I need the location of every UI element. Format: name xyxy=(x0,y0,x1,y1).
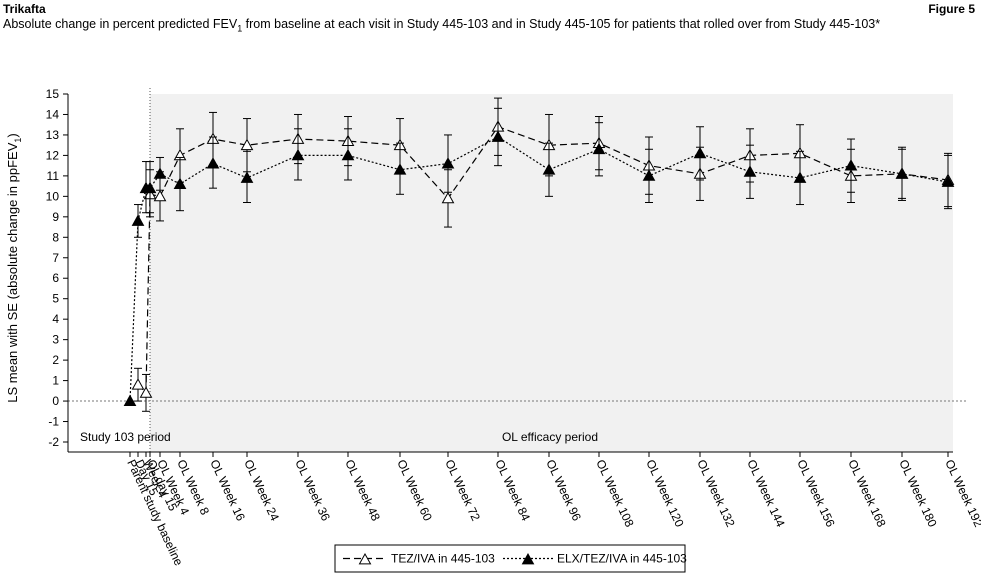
x-tick-label: OL Week 180 xyxy=(896,457,940,529)
figure-subtitle: Absolute change in percent predicted FEV… xyxy=(3,17,880,34)
elx-tez-iva-series-point xyxy=(206,157,220,169)
elx-tez-iva-series-point xyxy=(743,165,757,177)
elx-tez-iva-series-point xyxy=(844,159,858,171)
y-tick-label: 15 xyxy=(46,87,60,101)
legend-label-tez-iva: TEZ/IVA in 445-103 xyxy=(391,552,495,566)
x-tick-label: OL Week 72 xyxy=(442,457,483,523)
y-tick-label: 14 xyxy=(46,107,60,121)
elx-tez-iva-series-point xyxy=(173,177,187,189)
y-tick-label: 6 xyxy=(52,271,59,285)
tez-iva-series-point xyxy=(139,386,153,398)
elx-tez-iva-series-point xyxy=(693,146,707,159)
elx-tez-iva-series-point xyxy=(143,181,157,194)
elx-tez-iva-series-point xyxy=(895,167,909,179)
x-tick-label: OL Week 60 xyxy=(394,457,435,523)
legend-box xyxy=(334,544,686,573)
x-tick-label: OL Week 24 xyxy=(241,457,282,523)
ol-efficacy-period-label: OL efficacy period xyxy=(502,430,598,444)
tez-iva-series-point xyxy=(131,378,145,390)
y-tick-label: 2 xyxy=(52,353,59,367)
x-tick-label: OL Week 108 xyxy=(593,457,637,529)
y-tick-label: 13 xyxy=(46,128,60,142)
elx-tez-iva-series-point xyxy=(131,214,145,226)
elx-tez-iva-series-point xyxy=(542,163,556,175)
y-tick-label: 7 xyxy=(52,251,59,265)
tez-iva-series-point xyxy=(153,189,167,202)
y-tick-label: 3 xyxy=(52,333,59,347)
y-tick-label: 5 xyxy=(52,292,59,306)
elx-tez-iva-series-point xyxy=(123,394,137,406)
y-tick-label: 8 xyxy=(52,230,59,244)
elx-tez-iva-series-point xyxy=(592,142,606,155)
elx-tez-iva-series-line xyxy=(129,136,949,402)
elx-tez-iva-series-point xyxy=(153,167,167,179)
elx-tez-iva-series-point xyxy=(441,157,455,169)
elx-tez-iva-series-point xyxy=(341,148,355,161)
y-tick-label: -1 xyxy=(48,415,59,429)
figure-number: Figure 5 xyxy=(928,2,975,16)
tez-iva-series-point xyxy=(441,191,455,204)
study-103-period-label: Study 103 period xyxy=(80,430,171,444)
tez-iva-series-point xyxy=(240,138,254,151)
x-tick-label: OL Week 36 xyxy=(292,457,333,523)
elx-tez-iva-series-point xyxy=(941,175,955,187)
x-tick-label: OL Week 144 xyxy=(744,457,788,529)
elx-tez-iva-series-point xyxy=(793,171,807,183)
y-tick-label: 11 xyxy=(47,169,60,183)
subtitle-subscript: 1 xyxy=(237,23,243,34)
x-tick-label: OL Week 48 xyxy=(342,457,383,523)
legend-marker-elx-tez-iva xyxy=(521,552,535,565)
x-tick-label: OL Week 16 xyxy=(207,457,248,523)
x-tick-label: OL Week 192 xyxy=(942,457,981,529)
elx-tez-iva-series-point xyxy=(491,130,505,142)
y-tick-label: -2 xyxy=(48,435,59,449)
y-tick-label: 1 xyxy=(52,374,59,388)
x-tick-label: OL Week 120 xyxy=(643,457,687,529)
x-tick-label: OL Week 96 xyxy=(543,457,584,523)
y-tick-label: 9 xyxy=(52,210,59,224)
figure-title: Trikafta xyxy=(3,2,46,16)
legend-marker-tez-iva xyxy=(358,552,372,565)
ol-period-shading xyxy=(150,94,953,452)
y-tick-label: 0 xyxy=(52,394,59,408)
elx-tez-iva-series-point xyxy=(393,163,407,175)
y-tick-label: 4 xyxy=(52,312,59,326)
legend-label-elx-tez-iva: ELX/TEZ/IVA in 445-103 xyxy=(557,552,687,566)
elx-tez-iva-series-point xyxy=(240,171,254,183)
subtitle-text-pre: Absolute change in percent predicted FEV xyxy=(3,17,238,31)
x-tick-label: OL Week 132 xyxy=(694,457,738,529)
x-tick-label: OL Week 84 xyxy=(492,457,533,523)
elx-tez-iva-series-point xyxy=(291,148,305,161)
y-tick-label: 12 xyxy=(46,148,60,162)
elx-tez-iva-series-point xyxy=(642,169,656,181)
subtitle-text-post: from baseline at each visit in Study 445… xyxy=(242,17,881,31)
x-tick-label: OL Week 156 xyxy=(794,457,838,529)
y-tick-label: 10 xyxy=(46,189,60,203)
x-tick-label: OL Week 168 xyxy=(845,457,889,529)
